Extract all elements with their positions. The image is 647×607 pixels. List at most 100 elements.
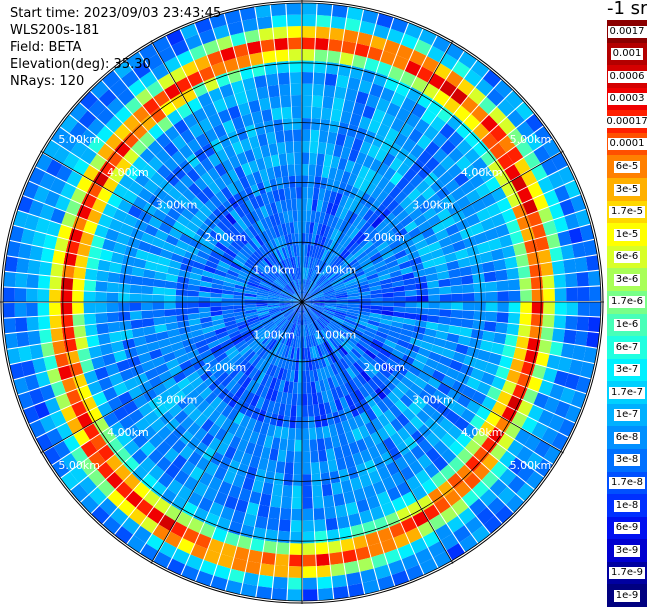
colorbar-label: 3e-8: [613, 454, 641, 467]
beta-cell: [270, 311, 282, 318]
beta-cell: [291, 508, 302, 521]
beta-cell: [388, 142, 402, 157]
beta-cell: [487, 238, 502, 251]
beta-cell: [146, 341, 160, 352]
beta-cell: [127, 535, 146, 553]
beta-cell: [353, 248, 365, 259]
beta-cell: [280, 292, 292, 298]
beta-cell: [213, 24, 230, 40]
beta-cell: [273, 328, 282, 340]
beta-cell: [171, 165, 187, 181]
beta-cell: [377, 413, 390, 428]
beta-cell: [118, 283, 131, 293]
beta-cell: [186, 436, 201, 451]
beta-cell: [278, 344, 286, 356]
beta-cell: [232, 221, 244, 234]
beta-cell: [445, 223, 460, 236]
beta-cell: [481, 261, 495, 273]
beta-cell: [513, 347, 527, 361]
beta-cell: [141, 318, 155, 328]
beta-cell: [319, 330, 328, 342]
beta-cell: [163, 157, 179, 172]
beta-cell: [24, 374, 40, 391]
beta-cell: [237, 342, 249, 353]
beta-cell: [326, 413, 335, 426]
beta-cell: [177, 320, 190, 329]
azimuth-spoke: [40, 150, 303, 303]
beta-cell: [155, 363, 169, 376]
beta-cell: [273, 281, 284, 290]
beta-cell: [370, 297, 383, 302]
beta-cell: [339, 234, 350, 247]
beta-cell: [162, 193, 177, 208]
beta-cell: [231, 141, 244, 155]
beta-cell: [86, 335, 100, 348]
beta-cell: [168, 227, 183, 240]
beta-cell: [310, 287, 321, 296]
range-ring-label: 3.00km: [156, 394, 198, 407]
beta-cell: [363, 382, 375, 395]
beta-cell: [574, 257, 588, 273]
beta-cell: [102, 238, 116, 252]
beta-cell: [194, 210, 208, 223]
beta-cell: [302, 187, 308, 199]
beta-cell: [318, 449, 328, 463]
beta-cell: [438, 236, 453, 248]
beta-cell: [266, 400, 276, 414]
beta-cell: [336, 330, 347, 341]
beta-cell: [227, 169, 239, 183]
beta-cell: [193, 148, 208, 163]
beta-cell: [315, 26, 330, 39]
beta-cell: [106, 150, 123, 167]
beta-cell: [259, 205, 269, 218]
beta-cell: [369, 342, 382, 352]
beta-cell: [108, 262, 122, 274]
beta-cell: [258, 27, 274, 41]
beta-cell: [453, 525, 471, 543]
beta-cell: [169, 365, 183, 377]
beta-cell: [320, 314, 331, 323]
beta-cell: [551, 260, 565, 275]
beta-cell: [269, 448, 279, 462]
beta-cell: [250, 323, 263, 331]
azimuth-spoke: [301, 301, 564, 454]
beta-cell: [438, 171, 454, 186]
beta-cell: [302, 297, 313, 302]
beta-cell: [359, 20, 376, 36]
beta-cell: [203, 374, 217, 387]
beta-cell: [234, 425, 246, 439]
beta-cell: [102, 516, 122, 535]
beta-cell: [252, 146, 263, 160]
beta-cell: [381, 538, 397, 554]
beta-cell: [223, 281, 236, 288]
beta-cell: [325, 178, 335, 191]
beta-cell: [291, 312, 298, 324]
beta-cell: [302, 72, 314, 84]
beta-cell: [255, 157, 266, 171]
beta-cell: [182, 402, 197, 416]
beta-cell: [244, 391, 256, 405]
beta-cell: [331, 435, 341, 449]
beta-cell: [330, 363, 339, 376]
beta-cell: [425, 358, 439, 370]
beta-cell: [448, 456, 465, 473]
beta-cell: [166, 29, 185, 46]
beta-cell: [393, 132, 408, 148]
beta-cell: [181, 208, 195, 221]
beta-cell: [317, 141, 327, 155]
beta-cell: [160, 99, 177, 116]
beta-cell: [66, 170, 83, 188]
beta-cell: [468, 87, 486, 105]
beta-cell: [274, 37, 288, 51]
beta-cell: [430, 248, 445, 259]
beta-cell: [296, 279, 300, 291]
beta-cell: [354, 189, 365, 203]
beta-cell: [424, 234, 439, 246]
beta-cell: [99, 343, 114, 356]
beta-cell: [494, 170, 511, 187]
beta-cell: [464, 131, 481, 148]
beta-cell: [377, 176, 390, 191]
beta-cell: [298, 313, 301, 325]
beta-cell: [461, 490, 479, 507]
beta-cell: [291, 95, 302, 107]
